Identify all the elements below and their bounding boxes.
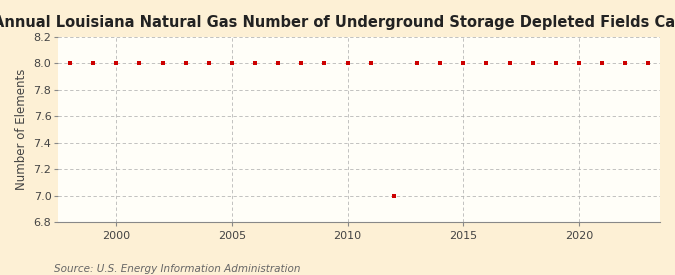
Text: Source: U.S. Energy Information Administration: Source: U.S. Energy Information Administ… (54, 264, 300, 274)
Y-axis label: Number of Elements: Number of Elements (15, 69, 28, 190)
Title: Annual Louisiana Natural Gas Number of Underground Storage Depleted Fields Capac: Annual Louisiana Natural Gas Number of U… (0, 15, 675, 30)
